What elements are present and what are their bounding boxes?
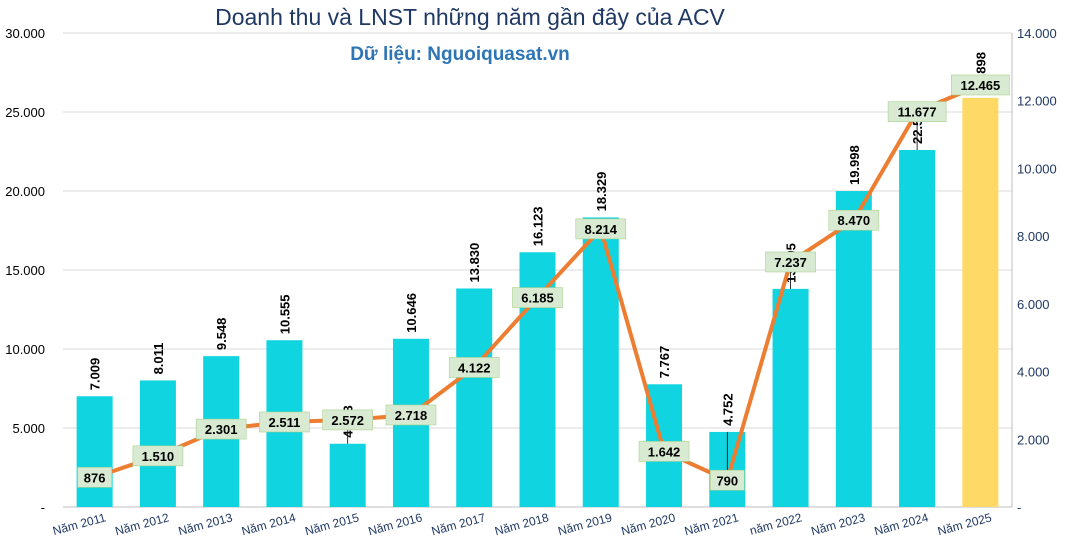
left-axis-tick-label: 25.000 [5, 105, 45, 120]
profit-value-label: 2.718 [395, 408, 428, 423]
revenue-value-label: 16.123 [531, 206, 546, 246]
profit-value-label: 2.511 [269, 415, 301, 430]
left-axis-tick-label: - [41, 500, 45, 515]
category-label: Năm 2019 [556, 510, 613, 538]
profit-value-label: 4.122 [458, 360, 491, 375]
revenue-bar [329, 443, 366, 507]
profit-label-box [322, 409, 374, 431]
profit-value-label: 876 [84, 470, 106, 485]
revenue-bar [835, 191, 872, 507]
category-label: Năm 2015 [303, 510, 360, 538]
right-axis-tick-label: 6.000 [1017, 297, 1050, 312]
category-label: Năm 2024 [873, 510, 930, 538]
category-label: Năm 2012 [114, 510, 171, 538]
profit-label-box [951, 74, 1010, 96]
profit-value-label: 11.677 [898, 105, 937, 120]
profit-value-label: 8.214 [584, 222, 617, 237]
profit-value-label: 12.465 [960, 78, 1000, 93]
category-label: Năm 2014 [240, 510, 297, 538]
category-label: Năm 2025 [936, 510, 993, 538]
revenue-value-label: 4.752 [720, 393, 735, 426]
profit-label-box [575, 218, 627, 240]
revenue-value-label: 8.011 [151, 343, 166, 375]
category-label: Năm 2021 [683, 510, 740, 538]
category-label: năm 2022 [748, 510, 803, 537]
category-label: Năm 2018 [493, 510, 550, 538]
category-label: Năm 2011 [51, 510, 108, 538]
chart-title: Doanh thu và LNST những năm gần đây của … [215, 4, 725, 30]
profit-value-label: 2.572 [331, 413, 364, 428]
right-axis-tick-label: 12.000 [1017, 94, 1057, 109]
revenue-bar [772, 288, 809, 507]
revenue-bar [899, 149, 936, 507]
revenue-value-label: 18.329 [594, 172, 609, 212]
category-label: Năm 2016 [367, 510, 424, 538]
revenue-bar [139, 380, 176, 507]
left-axis-tick-label: 5.000 [12, 421, 45, 436]
revenue-value-label: 7.767 [657, 346, 672, 379]
chart-subtitle: Dữ liệu: Nguoiquasat.vn [350, 44, 570, 65]
profit-value-label: 7.237 [774, 255, 807, 270]
category-label: Năm 2023 [809, 510, 866, 538]
left-axis-tick-label: 15.000 [5, 263, 45, 278]
profit-label-box [259, 411, 310, 433]
right-axis-tick-label: 8.000 [1017, 229, 1050, 244]
revenue-value-label: 10.555 [277, 294, 292, 334]
left-axis-tick-label: 10.000 [5, 342, 45, 357]
revenue-bar [962, 97, 999, 508]
revenue-bar [76, 396, 113, 507]
revenue-value-label: 19.998 [847, 145, 862, 185]
profit-label-box [512, 287, 563, 308]
right-axis-tick-label: 10.000 [1017, 161, 1057, 176]
profit-label-box [385, 404, 437, 426]
profit-label-box [887, 101, 947, 122]
right-axis-tick-label: 4.000 [1017, 365, 1050, 380]
profit-label-box [195, 418, 247, 440]
profit-value-label: 2.301 [205, 422, 238, 437]
category-label: Năm 2020 [620, 510, 677, 538]
revenue-value-label: 9.548 [214, 318, 229, 351]
profit-label-box [709, 469, 745, 491]
profit-value-label: 790 [716, 473, 738, 488]
right-axis-tick-label: 14.000 [1017, 26, 1057, 41]
profit-label-box [638, 441, 690, 462]
profit-label-box [448, 357, 500, 378]
profit-label-box [77, 467, 112, 488]
left-axis-tick-label: 20.000 [5, 184, 45, 199]
profit-value-label: 1.510 [142, 449, 175, 464]
profit-value-label: 8.470 [838, 213, 871, 228]
revenue-value-label: 7.009 [88, 358, 103, 391]
profit-value-label: 1.642 [648, 444, 681, 459]
profit-label-box [132, 445, 184, 467]
profit-label-box [765, 251, 816, 273]
right-axis-tick-label: 2.000 [1017, 432, 1050, 447]
category-label: Năm 2013 [177, 510, 234, 538]
revenue-bar [456, 288, 493, 507]
category-label: Năm 2017 [430, 510, 487, 538]
profit-label-box [828, 209, 880, 231]
left-axis-tick-label: 30.000 [5, 26, 45, 41]
profit-value-label: 6.185 [521, 291, 554, 306]
right-axis-tick-label: - [1017, 500, 1021, 515]
revenue-value-label: 10.646 [404, 293, 419, 333]
revenue-bar [582, 217, 619, 507]
revenue-value-label: 13.830 [467, 243, 482, 283]
